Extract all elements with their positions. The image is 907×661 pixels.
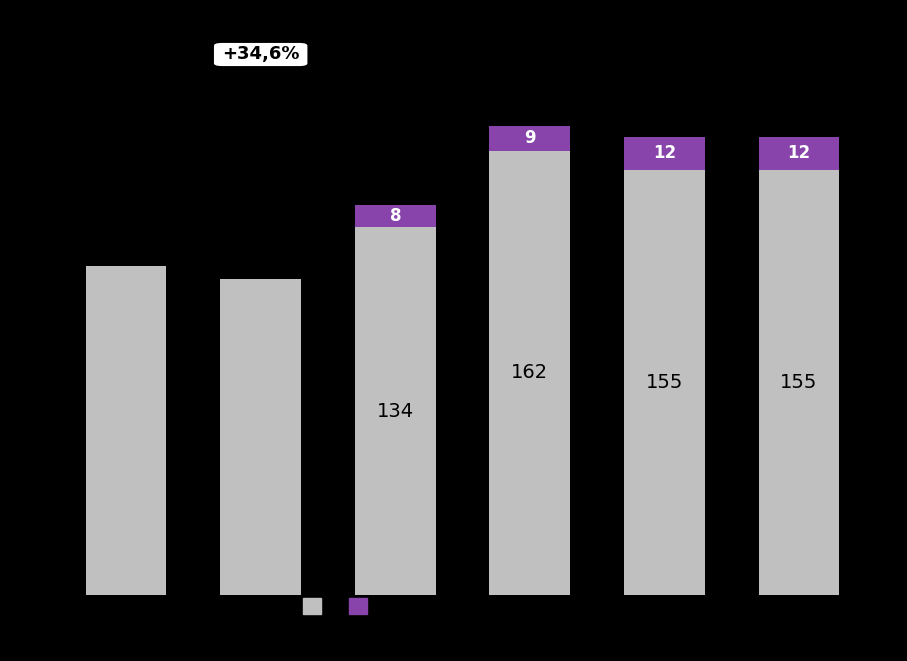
Legend: , : , bbox=[297, 592, 378, 620]
Bar bbox=[490, 151, 571, 595]
Bar bbox=[220, 280, 301, 595]
Text: 12: 12 bbox=[787, 144, 811, 162]
Bar bbox=[758, 170, 839, 595]
Bar bbox=[355, 206, 435, 227]
Text: 155: 155 bbox=[780, 373, 818, 392]
Bar bbox=[86, 266, 167, 595]
Bar bbox=[624, 170, 705, 595]
Text: +34,6%: +34,6% bbox=[222, 46, 299, 63]
Bar bbox=[624, 137, 705, 170]
Text: 162: 162 bbox=[512, 363, 549, 382]
Text: 134: 134 bbox=[376, 402, 414, 420]
Text: 8: 8 bbox=[389, 208, 401, 225]
Bar bbox=[355, 227, 435, 595]
Text: 155: 155 bbox=[646, 373, 683, 392]
Bar bbox=[758, 137, 839, 170]
Bar bbox=[490, 126, 571, 151]
Text: 12: 12 bbox=[653, 144, 676, 162]
Text: 9: 9 bbox=[524, 129, 536, 147]
